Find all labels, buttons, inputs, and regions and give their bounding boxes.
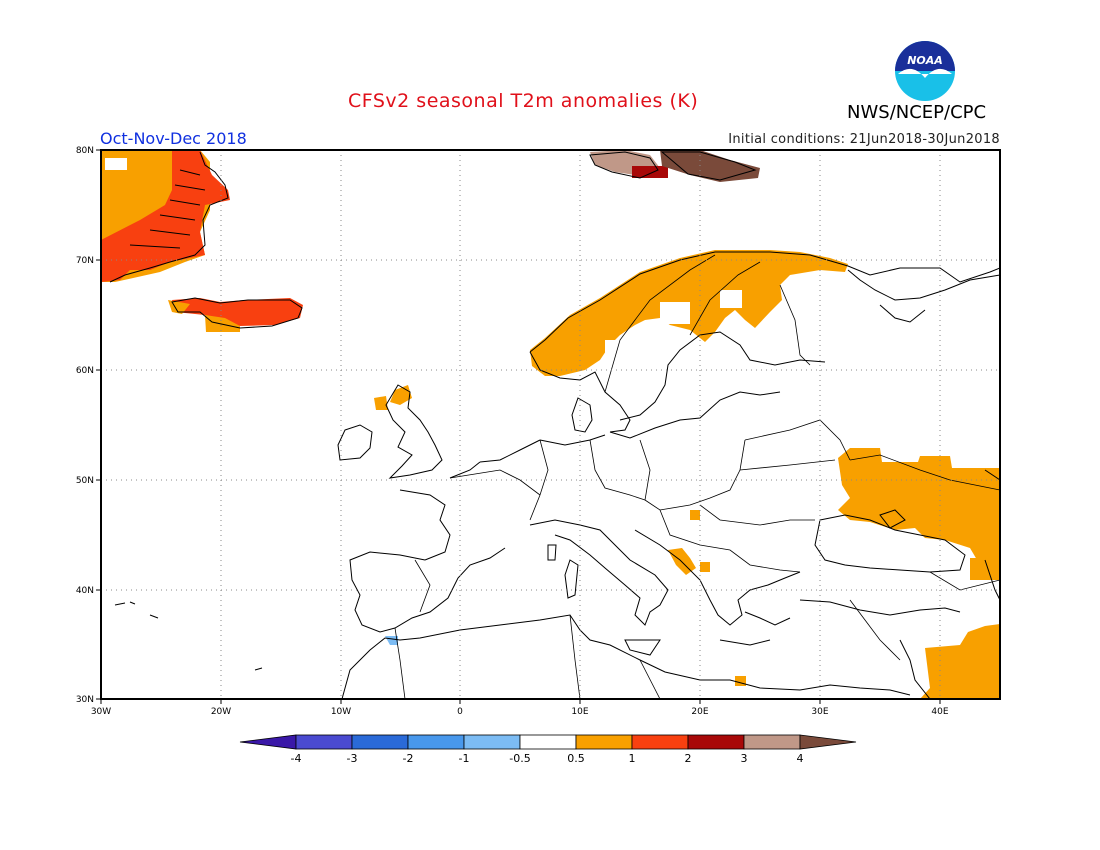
colorbar-segment <box>575 734 633 750</box>
iceland-anomaly <box>168 298 303 332</box>
colorbar-label: -4 <box>291 752 302 765</box>
colorbar-segment <box>407 734 465 750</box>
lat-label: 30N <box>76 695 94 705</box>
lon-label: 10W <box>331 707 351 717</box>
lat-label: 70N <box>76 256 94 266</box>
colorbar-label: 1 <box>629 752 636 765</box>
coastlines <box>109 151 1000 699</box>
colorbar-segment <box>743 734 801 750</box>
lon-label: 20W <box>211 707 231 717</box>
chart-title: CFSv2 seasonal T2m anomalies (K) <box>348 90 699 112</box>
colorbar-segment <box>351 734 409 750</box>
noaa-logo: NOAA <box>895 41 955 101</box>
colorbar-segment <box>631 734 689 750</box>
svalbard-anomaly <box>590 150 760 182</box>
initial-conditions: Initial conditions: 21Jun2018-30Jun2018 <box>728 132 1000 147</box>
colorbar-label: -3 <box>347 752 358 765</box>
colorbar-label: 4 <box>797 752 804 765</box>
lat-label: 50N <box>76 476 94 486</box>
forecast-period: Oct-Nov-Dec 2018 <box>100 129 247 148</box>
colorbar-label: -2 <box>403 752 414 765</box>
lon-label: 30W <box>91 707 111 717</box>
lon-label: 40E <box>931 707 948 717</box>
lon-label: 10E <box>571 707 588 717</box>
colorbar-segment <box>239 734 297 750</box>
colorbar-label: -1 <box>459 752 470 765</box>
eastern-europe-anomaly <box>735 448 1000 699</box>
lon-label: 20E <box>691 707 708 717</box>
lon-label: 0 <box>457 707 463 717</box>
colorbar-label: -0.5 <box>509 752 530 765</box>
axis-ticks <box>96 149 941 704</box>
colorbar-segment <box>463 734 521 750</box>
colorbar-segment <box>519 734 577 750</box>
lat-label: 40N <box>76 586 94 596</box>
svg-text:NOAA: NOAA <box>907 54 943 67</box>
colorbar-label: 2 <box>685 752 692 765</box>
map-frame <box>100 149 1001 700</box>
agency-label: NWS/NCEP/CPC <box>847 102 987 123</box>
colorbar-label: 3 <box>741 752 748 765</box>
colorbar-segment <box>295 734 353 750</box>
colorbar-segment <box>687 734 745 750</box>
colorbar-segment <box>799 734 857 750</box>
lat-label: 60N <box>76 366 94 376</box>
lat-label: 80N <box>76 146 94 156</box>
lon-label: 30E <box>811 707 828 717</box>
colorbar-label: 0.5 <box>567 752 585 765</box>
